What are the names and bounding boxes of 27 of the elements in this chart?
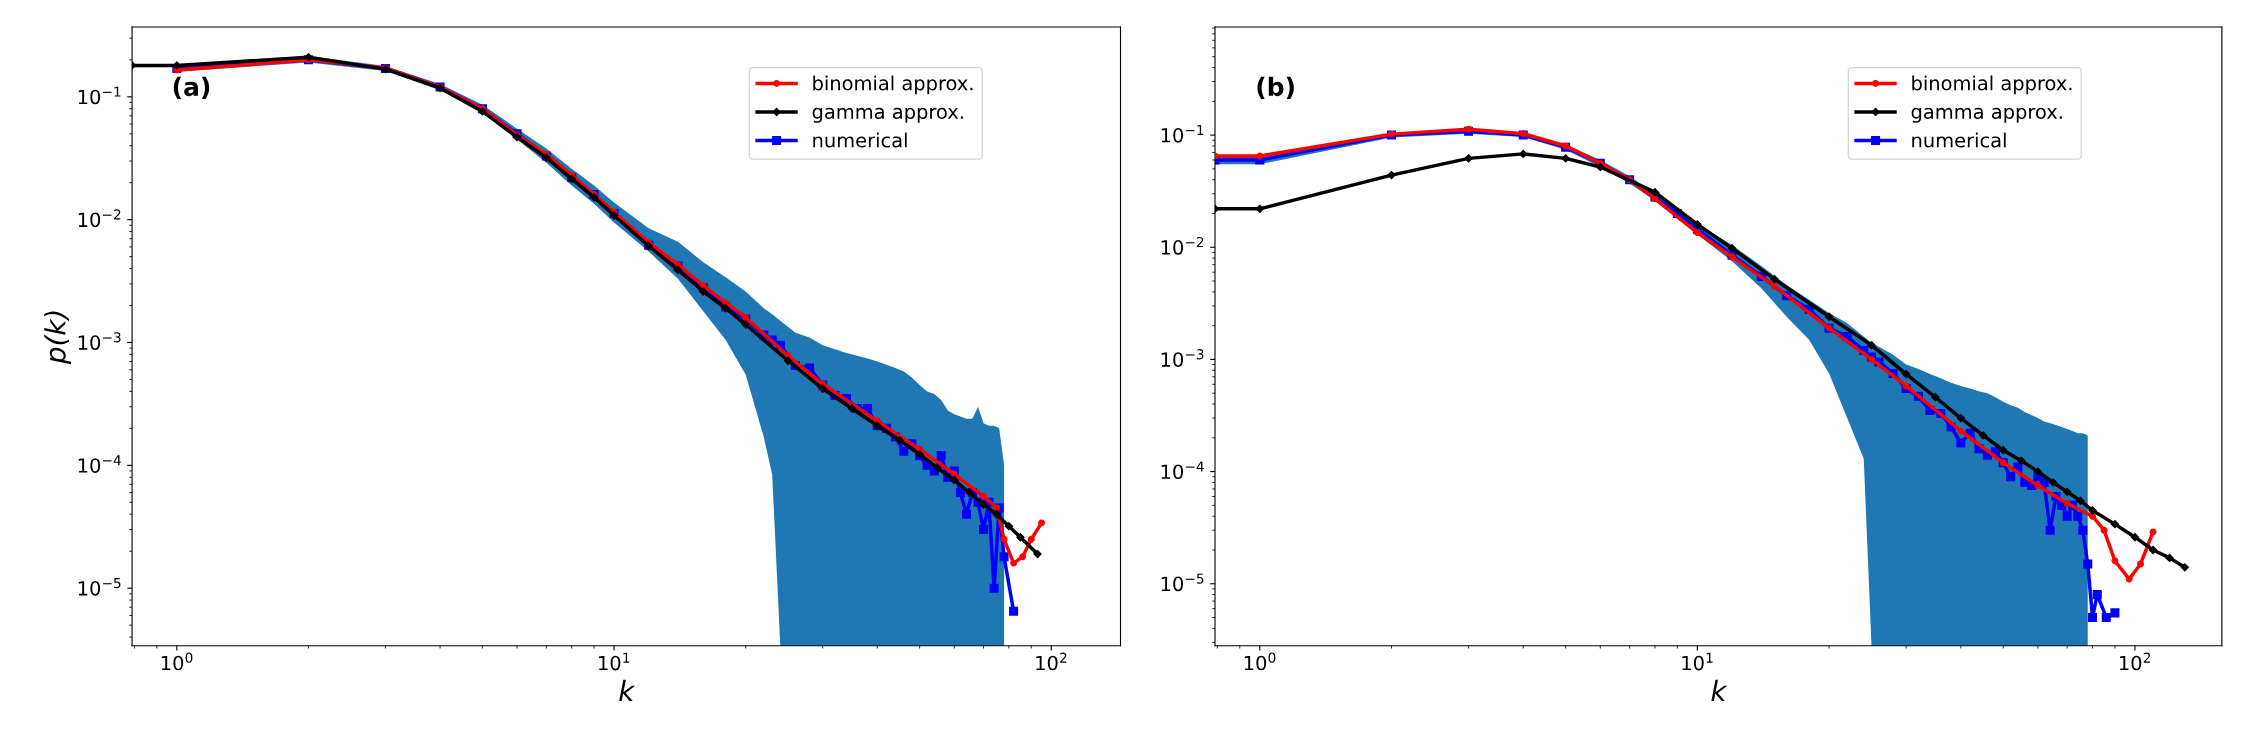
legend-label: gamma approx. bbox=[1911, 107, 2062, 123]
legend-label: numerical bbox=[813, 132, 907, 148]
y-tick-label: 10$^{−3}$ bbox=[1161, 349, 1204, 367]
legend-label: gamma approx. bbox=[812, 107, 963, 123]
annotation: (a) bbox=[173, 76, 210, 100]
legend-label: numerical bbox=[1912, 132, 2006, 148]
y-tick-label: 10$^{−4}$ bbox=[78, 455, 121, 473]
y-tick-label: 10$^{−1}$ bbox=[1161, 124, 1204, 143]
y-tick-label: 10$^{−3}$ bbox=[78, 332, 121, 351]
x-axis-title: k bbox=[619, 679, 636, 701]
legend-label: binomial approx. bbox=[813, 75, 973, 95]
x-tick-label: 10$^{0}$ bbox=[1244, 652, 1276, 671]
y-tick-label: 10$^{−1}$ bbox=[78, 86, 121, 105]
y-axis-title: p(k) bbox=[44, 311, 72, 365]
annotation: (b) bbox=[1257, 76, 1294, 100]
x-tick-label: 10$^{1}$ bbox=[599, 652, 630, 671]
x-tick-label: 10$^{2}$ bbox=[1036, 652, 1067, 671]
y-tick-label: 10$^{−4}$ bbox=[1161, 461, 1204, 480]
x-tick-label: 10$^{1}$ bbox=[1682, 652, 1713, 671]
y-tick-label: 10$^{−5}$ bbox=[78, 578, 121, 596]
y-tick-label: 10$^{−5}$ bbox=[1161, 573, 1204, 592]
legend-label: binomial approx. bbox=[1912, 75, 2072, 95]
y-tick-label: 10$^{−2}$ bbox=[78, 209, 121, 228]
x-tick-label: 10$^{0}$ bbox=[161, 652, 193, 671]
y-tick-label: 10$^{−2}$ bbox=[1161, 236, 1204, 255]
x-tick-label: 10$^{2}$ bbox=[2119, 652, 2151, 671]
x-axis-title: k bbox=[1711, 679, 1728, 701]
